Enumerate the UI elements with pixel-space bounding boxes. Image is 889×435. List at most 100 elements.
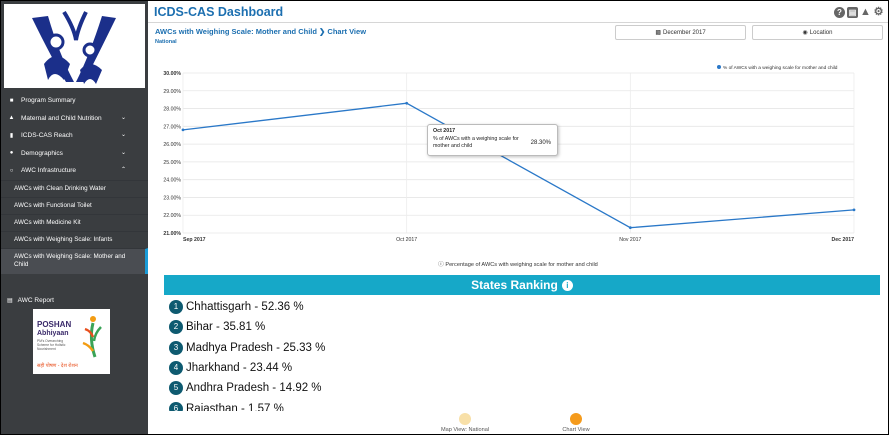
sidebar-subitem-functional-toilet[interactable]: AWCs with Functional Toilet bbox=[1, 196, 148, 214]
map-view-label: Map View: National bbox=[440, 427, 490, 433]
ranking-row-text: Chhattisgarh - 52.36 % bbox=[186, 301, 304, 314]
header-toolbar: ? ▤ ▲ ⚙ bbox=[834, 7, 884, 18]
chevron-down-icon: ⌄ bbox=[120, 149, 126, 156]
ranking-row-text: Madhya Pradesh - 25.33 % bbox=[186, 341, 326, 354]
sidebar-item-awc-infrastructure[interactable]: ○ AWC Infrastructure ⌃ bbox=[1, 162, 148, 180]
print-icon[interactable]: ▤ bbox=[847, 7, 858, 18]
bottle-icon: ▲ bbox=[8, 115, 15, 122]
poshan-logo-icon: POSHAN Abhiyaan PM's Overarching Scheme … bbox=[37, 316, 102, 369]
date-filter-button[interactable]: ▩ December 2017 bbox=[615, 25, 746, 40]
sidebar-subitem-label: AWCs with Clean Drinking Water bbox=[14, 185, 106, 192]
page-title: ICDS-CAS Dashboard bbox=[154, 5, 284, 19]
rank-badge: 5 bbox=[169, 381, 183, 396]
ranking-row: 1 Chhattisgarh - 52.36 % bbox=[169, 297, 880, 317]
ranking-row: 5 Andhra Pradesh - 14.92 % bbox=[169, 378, 880, 398]
chart-caption-text: Percentage of AWCs with weighing scale f… bbox=[445, 262, 598, 268]
series-line bbox=[182, 102, 855, 229]
svg-text:PM's Overarching: PM's Overarching bbox=[37, 339, 63, 343]
location-filter-label: Location bbox=[809, 29, 833, 36]
svg-text:Scheme for Holistic: Scheme for Holistic bbox=[37, 343, 66, 347]
sidebar-item-icds-cas-reach[interactable]: ▮ ICDS-CAS Reach ⌄ bbox=[1, 127, 148, 145]
sidebar-subitem-label: AWCs with Functional Toilet bbox=[14, 202, 92, 209]
svg-text:Nourishment: Nourishment bbox=[37, 347, 56, 351]
main-content: ICDS-CAS Dashboard ? ▤ ▲ ⚙ AWCs with Wei… bbox=[148, 1, 888, 434]
states-ranking-title: States Ranking bbox=[471, 278, 558, 292]
y-tick-label: 27.00% bbox=[163, 124, 181, 130]
users-icon: ● bbox=[9, 150, 14, 157]
x-tick-label: Nov 2017 bbox=[619, 237, 641, 243]
map-view-button[interactable]: Map View: National bbox=[425, 413, 505, 433]
map-view-dot-icon bbox=[459, 413, 471, 425]
sidebar-subitem-label: AWCs with Medicine Kit bbox=[14, 219, 81, 226]
settings-icon[interactable]: ⚙ bbox=[873, 6, 884, 18]
sidebar-item-label: Maternal and Child Nutrition bbox=[21, 114, 102, 122]
y-tick-label: 23.00% bbox=[163, 195, 181, 201]
chevron-down-icon: ⌄ bbox=[120, 132, 126, 138]
date-filter-label: December 2017 bbox=[662, 29, 706, 36]
help-icon[interactable]: ? bbox=[834, 7, 845, 18]
sidebar-item-demographics[interactable]: ● Demographics ⌄ bbox=[1, 145, 148, 163]
ranking-row: 4 Jharkhand - 23.44 % bbox=[169, 358, 880, 378]
rank-badge: 4 bbox=[169, 361, 183, 376]
sidebar-item-awc-report[interactable]: ▤ AWC Report bbox=[7, 297, 54, 304]
chevron-up-icon: ⌃ bbox=[120, 167, 126, 173]
sidebar-subitem-label: AWCs with Weighing Scale: Mother and Chi… bbox=[14, 253, 126, 268]
sidebar-subitem-label: AWCs with Weighing Scale: Infants bbox=[14, 236, 113, 243]
ranking-row-text: Andhra Pradesh - 14.92 % bbox=[186, 382, 322, 395]
poshan-abhiyaan-logo: POSHAN Abhiyaan PM's Overarching Scheme … bbox=[33, 309, 110, 374]
x-tick-label: Sep 2017 bbox=[183, 237, 206, 243]
tooltip-title: Oct 2017 bbox=[433, 128, 456, 134]
sidebar-nav: ■ Program Summary ▲ Maternal and Child N… bbox=[1, 92, 148, 274]
rank-badge: 6 bbox=[169, 401, 183, 413]
data-point bbox=[405, 101, 409, 105]
states-ranking-list: 1 Chhattisgarh - 52.36 % 2 Bihar - 35.81 % 3… bbox=[164, 295, 880, 413]
svg-text:सही पोषण - देश रोशन: सही पोषण - देश रोशन bbox=[37, 362, 78, 369]
icds-logo[interactable] bbox=[4, 4, 145, 88]
info-icon[interactable]: ⓘ bbox=[438, 262, 444, 268]
chart-view-dot-icon bbox=[570, 413, 582, 425]
bar-chart-icon: ▮ bbox=[9, 133, 14, 140]
data-point bbox=[181, 128, 185, 132]
data-point bbox=[628, 226, 632, 230]
chevron-down-icon: ⌄ bbox=[120, 114, 126, 121]
sidebar-item-label: AWC Infrastructure bbox=[21, 167, 77, 175]
map-marker-icon: ◉ bbox=[802, 30, 808, 36]
x-tick-label: Dec 2017 bbox=[832, 237, 855, 243]
ranking-row-text: Jharkhand - 23.44 % bbox=[186, 362, 293, 375]
sidebar: ■ Program Summary ▲ Maternal and Child N… bbox=[1, 1, 148, 434]
sidebar-item-label: Demographics bbox=[21, 149, 63, 157]
chart-view-button[interactable]: Chart View bbox=[536, 413, 616, 433]
sidebar-item-maternal-child-nutrition[interactable]: ▲ Maternal and Child Nutrition ⌄ bbox=[1, 110, 148, 128]
alert-icon[interactable]: ▲ bbox=[860, 6, 871, 18]
sidebar-subitem-clean-drinking-water[interactable]: AWCs with Clean Drinking Water bbox=[1, 179, 148, 197]
ranking-row: 3 Madhya Pradesh - 25.33 % bbox=[169, 338, 880, 358]
chart-view-label: Chart View bbox=[562, 427, 590, 433]
rank-badge: 3 bbox=[169, 340, 183, 355]
y-tick-label: 29.00% bbox=[163, 89, 181, 95]
info-icon[interactable]: i bbox=[561, 279, 573, 291]
y-tick-label: 26.00% bbox=[163, 142, 181, 148]
sidebar-item-label: Program Summary bbox=[21, 97, 76, 105]
view-switcher: Map View: National Chart View bbox=[148, 411, 888, 434]
home-icon: ■ bbox=[9, 97, 14, 104]
lightbulb-icon: ○ bbox=[9, 167, 14, 174]
location-filter-button[interactable]: ◉ Location bbox=[752, 25, 883, 40]
tooltip-label: % of AWCs with a weighing scale for moth… bbox=[433, 136, 519, 149]
rank-badge: 2 bbox=[169, 320, 183, 335]
y-tick-label: 22.00% bbox=[163, 213, 181, 219]
sidebar-subitem-weighing-scale-infants[interactable]: AWCs with Weighing Scale: Infants bbox=[1, 230, 148, 248]
chart-tooltip: Oct 2017 % of AWCs with a weighing scale… bbox=[427, 124, 558, 156]
y-tick-label: 24.00% bbox=[163, 178, 181, 184]
sidebar-item-program-summary[interactable]: ■ Program Summary bbox=[1, 92, 148, 110]
legend-swatch bbox=[717, 65, 721, 69]
tooltip-value: 28.30% bbox=[530, 140, 551, 146]
family-logo-icon bbox=[32, 10, 116, 84]
sidebar-subitem-medicine-kit[interactable]: AWCs with Medicine Kit bbox=[1, 213, 148, 231]
svg-text:POSHAN: POSHAN bbox=[37, 320, 71, 329]
states-ranking-header: States Ranking i bbox=[164, 275, 880, 295]
calendar-icon: ▩ bbox=[655, 30, 661, 36]
ranking-row: 2 Bihar - 35.81 % bbox=[169, 317, 880, 337]
sidebar-item-label: AWC Report bbox=[17, 297, 54, 304]
sidebar-subitem-weighing-scale-mother-child[interactable]: AWCs with Weighing Scale: Mother and Chi… bbox=[1, 247, 148, 274]
